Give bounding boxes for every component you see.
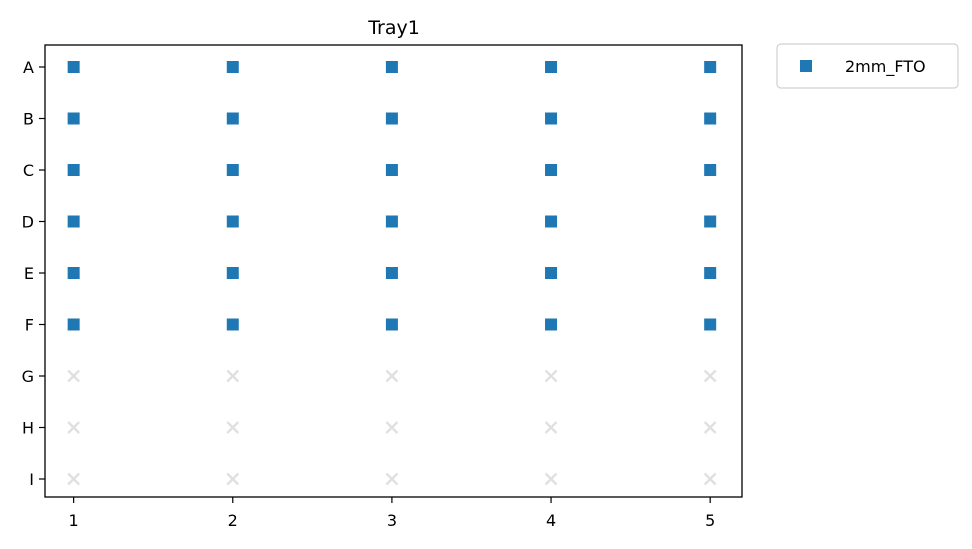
data-point-x (226, 421, 240, 434)
data-point-x (385, 472, 399, 486)
data-point-square (545, 61, 558, 73)
y-tick-label: C (23, 161, 34, 180)
y-tick-label: E (24, 264, 34, 283)
data-point-square (704, 267, 717, 279)
data-point-square (67, 267, 80, 279)
data-point-square (385, 164, 398, 176)
x-tick-label: 4 (546, 511, 556, 530)
data-point-square (704, 164, 717, 176)
y-tick-label: F (25, 316, 34, 335)
data-point-square (545, 318, 558, 331)
legend-frame (776, 43, 959, 89)
data-point-square (67, 61, 80, 73)
data-point-x (226, 472, 240, 486)
legend-square-marker (800, 60, 812, 72)
data-point-square (226, 112, 239, 125)
data-point-square (385, 112, 398, 125)
plot-area-frame (44, 44, 743, 498)
data-point-square (226, 61, 239, 73)
data-point-x (703, 369, 717, 383)
x-tick-label: 2 (228, 511, 238, 530)
y-tick-label: D (22, 213, 34, 232)
data-point-square (545, 164, 558, 176)
data-point-x (67, 421, 80, 434)
data-point-square (385, 318, 398, 331)
chart-title: Tray1 (367, 17, 420, 39)
data-point-x (703, 472, 717, 486)
data-point-x (544, 472, 558, 486)
data-point-square (226, 215, 239, 228)
data-point-x (703, 421, 717, 434)
data-point-x (385, 369, 399, 383)
legend: 2mm_FTO (776, 43, 959, 89)
y-tick-label: I (29, 470, 34, 489)
data-point-x (67, 472, 80, 486)
data-point-x (67, 369, 80, 383)
data-point-square (67, 164, 80, 176)
y-tick-label: A (23, 58, 34, 77)
data-point-square (226, 164, 239, 176)
data-point-x (544, 421, 558, 434)
data-point-square (67, 112, 80, 125)
y-tick-label: G (22, 367, 34, 386)
y-tick-label: H (22, 419, 34, 438)
x-tick-label: 3 (387, 511, 397, 530)
data-point-square (385, 61, 398, 73)
data-point-square (704, 61, 717, 73)
data-point-x (544, 369, 558, 383)
y-tick-label: B (23, 110, 34, 129)
data-point-square (226, 267, 239, 279)
data-point-square (67, 215, 80, 228)
legend-label: 2mm_FTO (845, 57, 926, 77)
data-point-square (704, 215, 717, 228)
data-point-square (385, 267, 398, 279)
data-point-square (226, 318, 239, 331)
data-point-square (704, 112, 717, 125)
data-point-x (226, 369, 240, 383)
data-point-square (545, 112, 558, 125)
data-point-square (545, 267, 558, 279)
x-tick-label: 1 (69, 511, 79, 530)
data-point-square (67, 318, 80, 331)
data-point-x (385, 421, 399, 434)
data-point-square (545, 215, 558, 228)
data-point-square (385, 215, 398, 228)
data-point-square (704, 318, 717, 331)
x-tick-label: 5 (705, 511, 715, 530)
